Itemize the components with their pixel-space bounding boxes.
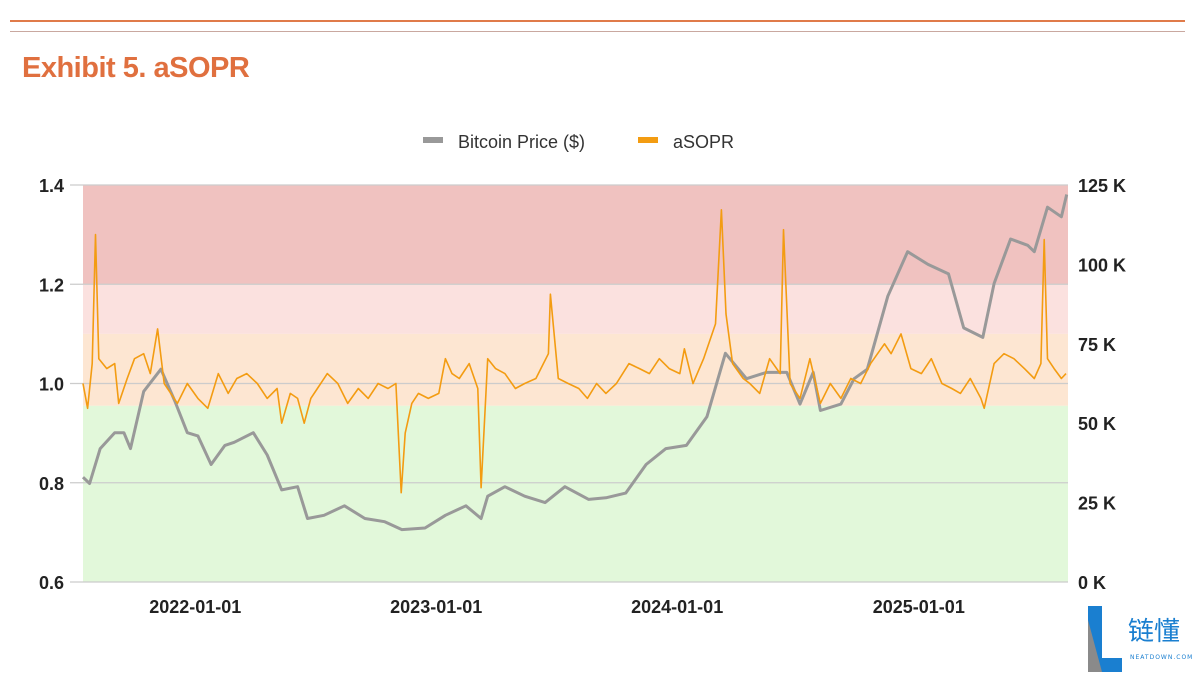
header-rule-top: [10, 20, 1185, 22]
y-right-tick-label: 0 K: [1078, 573, 1106, 593]
band-0: [83, 185, 1068, 285]
y-left-tick-label: 1.0: [39, 375, 64, 395]
y-right-tick-label: 50 K: [1078, 414, 1116, 434]
bitcoin-price-line: [81, 194, 1069, 532]
y-right-tick-label: 100 K: [1078, 255, 1126, 275]
legend-swatch-asopr: [638, 137, 658, 143]
y-right-tick-label: 25 K: [1078, 494, 1116, 514]
exhibit-title: Exhibit 5. aSOPR: [22, 52, 250, 84]
x-tick-label: 2025-01-01: [873, 597, 965, 617]
y-left-tick-label: 1.2: [39, 275, 64, 295]
band-1: [83, 284, 1068, 334]
header-rule-bottom: [10, 31, 1185, 32]
x-tick-label: 2022-01-01: [149, 597, 241, 617]
y-left-tick-label: 0.6: [39, 573, 64, 593]
neatdown-watermark-logo: 链懂 NEATDOWN.COM: [1088, 606, 1198, 672]
y-right-tick-label: 125 K: [1078, 176, 1126, 196]
y-right-tick-label: 75 K: [1078, 335, 1116, 355]
legend: Bitcoin Price ($) aSOPR: [423, 132, 734, 152]
y-left-tick-label: 1.4: [39, 176, 64, 196]
x-tick-label: 2024-01-01: [631, 597, 723, 617]
legend-label-price: Bitcoin Price ($): [458, 132, 585, 152]
x-tick-label: 2023-01-01: [390, 597, 482, 617]
legend-label-asopr: aSOPR: [673, 132, 734, 152]
band-2: [83, 333, 1068, 406]
y-left-tick-label: 0.8: [39, 474, 64, 494]
legend-swatch-price: [423, 137, 443, 143]
svg-text:链懂: 链懂: [1128, 617, 1180, 647]
asopr-line: [82, 209, 1067, 494]
svg-text:NEATDOWN.COM: NEATDOWN.COM: [1130, 654, 1193, 661]
